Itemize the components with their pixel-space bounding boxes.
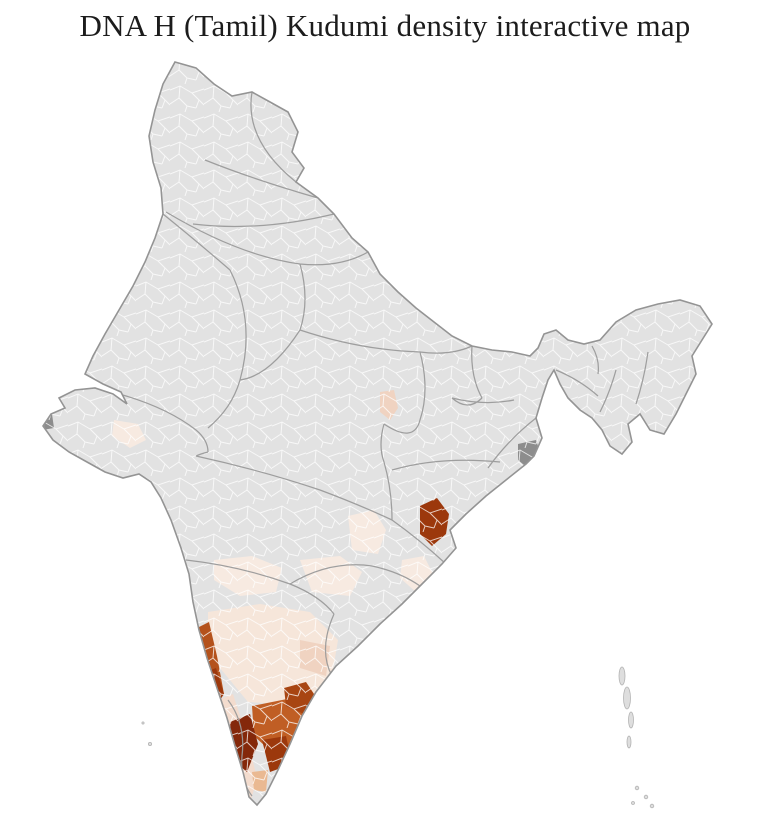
india-landmass[interactable] bbox=[43, 62, 712, 805]
district-tn-coast[interactable] bbox=[306, 760, 320, 778]
lakshadweep-island-dots[interactable] bbox=[141, 721, 152, 747]
page-title: DNA H (Tamil) Kudumi density interactive… bbox=[79, 8, 691, 43]
district-tn-southeast[interactable] bbox=[290, 740, 316, 770]
andaman-nicobar-island-chain[interactable] bbox=[618, 666, 655, 809]
district-tn-south-tip[interactable] bbox=[252, 770, 268, 792]
